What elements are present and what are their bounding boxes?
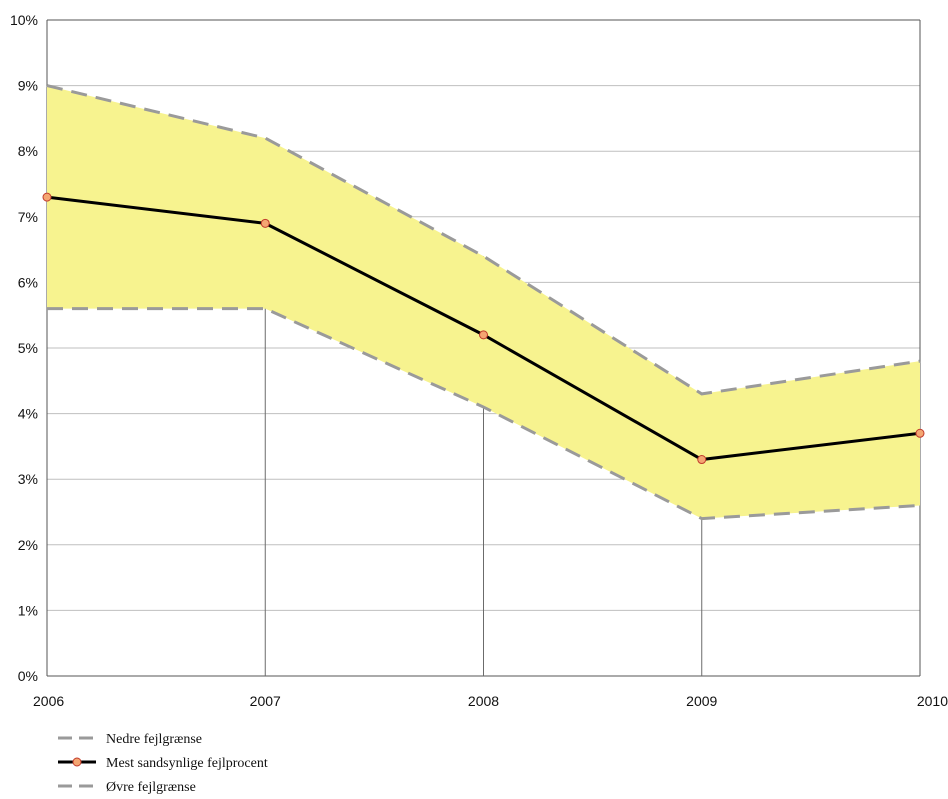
x-tick-label-2007: 2007 — [250, 693, 281, 709]
y-tick-label-7: 7% — [18, 209, 38, 225]
point-most-likely-2007 — [260, 218, 270, 228]
y-tick-label-0: 0% — [18, 668, 38, 684]
point-most-likely-2010 — [915, 428, 925, 438]
x-tick-label-2006: 2006 — [33, 693, 64, 709]
legend-item-most-likely: Mest sandsynlige fejlprocent — [58, 756, 268, 771]
legend-marker-most-likely — [72, 757, 82, 767]
legend-item-lower: Nedre fejlgrænse — [58, 732, 202, 747]
y-tick-label-2: 2% — [18, 537, 38, 553]
legend-label-most-likely: Mest sandsynlige fejlprocent — [106, 756, 268, 771]
y-tick-label-4: 4% — [18, 406, 38, 422]
y-tick-label-6: 6% — [18, 274, 38, 290]
series-line-lower — [47, 307, 921, 521]
legend-item-upper: Øvre fejlgrænse — [58, 780, 196, 795]
y-tick-label-1: 1% — [18, 602, 38, 618]
x-tick-label-2009: 2009 — [686, 693, 717, 709]
point-most-likely-2006 — [42, 192, 52, 202]
marker-layer — [42, 192, 925, 465]
point-most-likely-2008 — [479, 330, 488, 340]
legend-label-lower: Nedre fejlgrænse — [106, 732, 202, 747]
x-tick-label-2008: 2008 — [468, 693, 499, 709]
error-band-area — [47, 85, 920, 519]
error-band — [47, 85, 920, 519]
point-most-likely-2009 — [697, 455, 707, 465]
y-tick-label-10: 10% — [10, 12, 38, 28]
y-tick-label-3: 3% — [18, 471, 38, 487]
x-tick-label-2010: 2010 — [917, 693, 948, 709]
legend: Nedre fejlgrænse Mest sandsynlige fejlpr… — [58, 732, 268, 795]
legend-label-upper: Øvre fejlgrænse — [106, 780, 196, 795]
y-tick-label-8: 8% — [18, 143, 38, 159]
y-tick-label-5: 5% — [18, 340, 38, 356]
axis-labels: 0% 1% 2% 3% 4% 5% 6% 7% 8% 9% 10% 2006 2007 2008 2009 2… — [10, 12, 948, 709]
y-tick-label-9: 9% — [18, 78, 38, 94]
series-line-upper — [46, 84, 921, 396]
